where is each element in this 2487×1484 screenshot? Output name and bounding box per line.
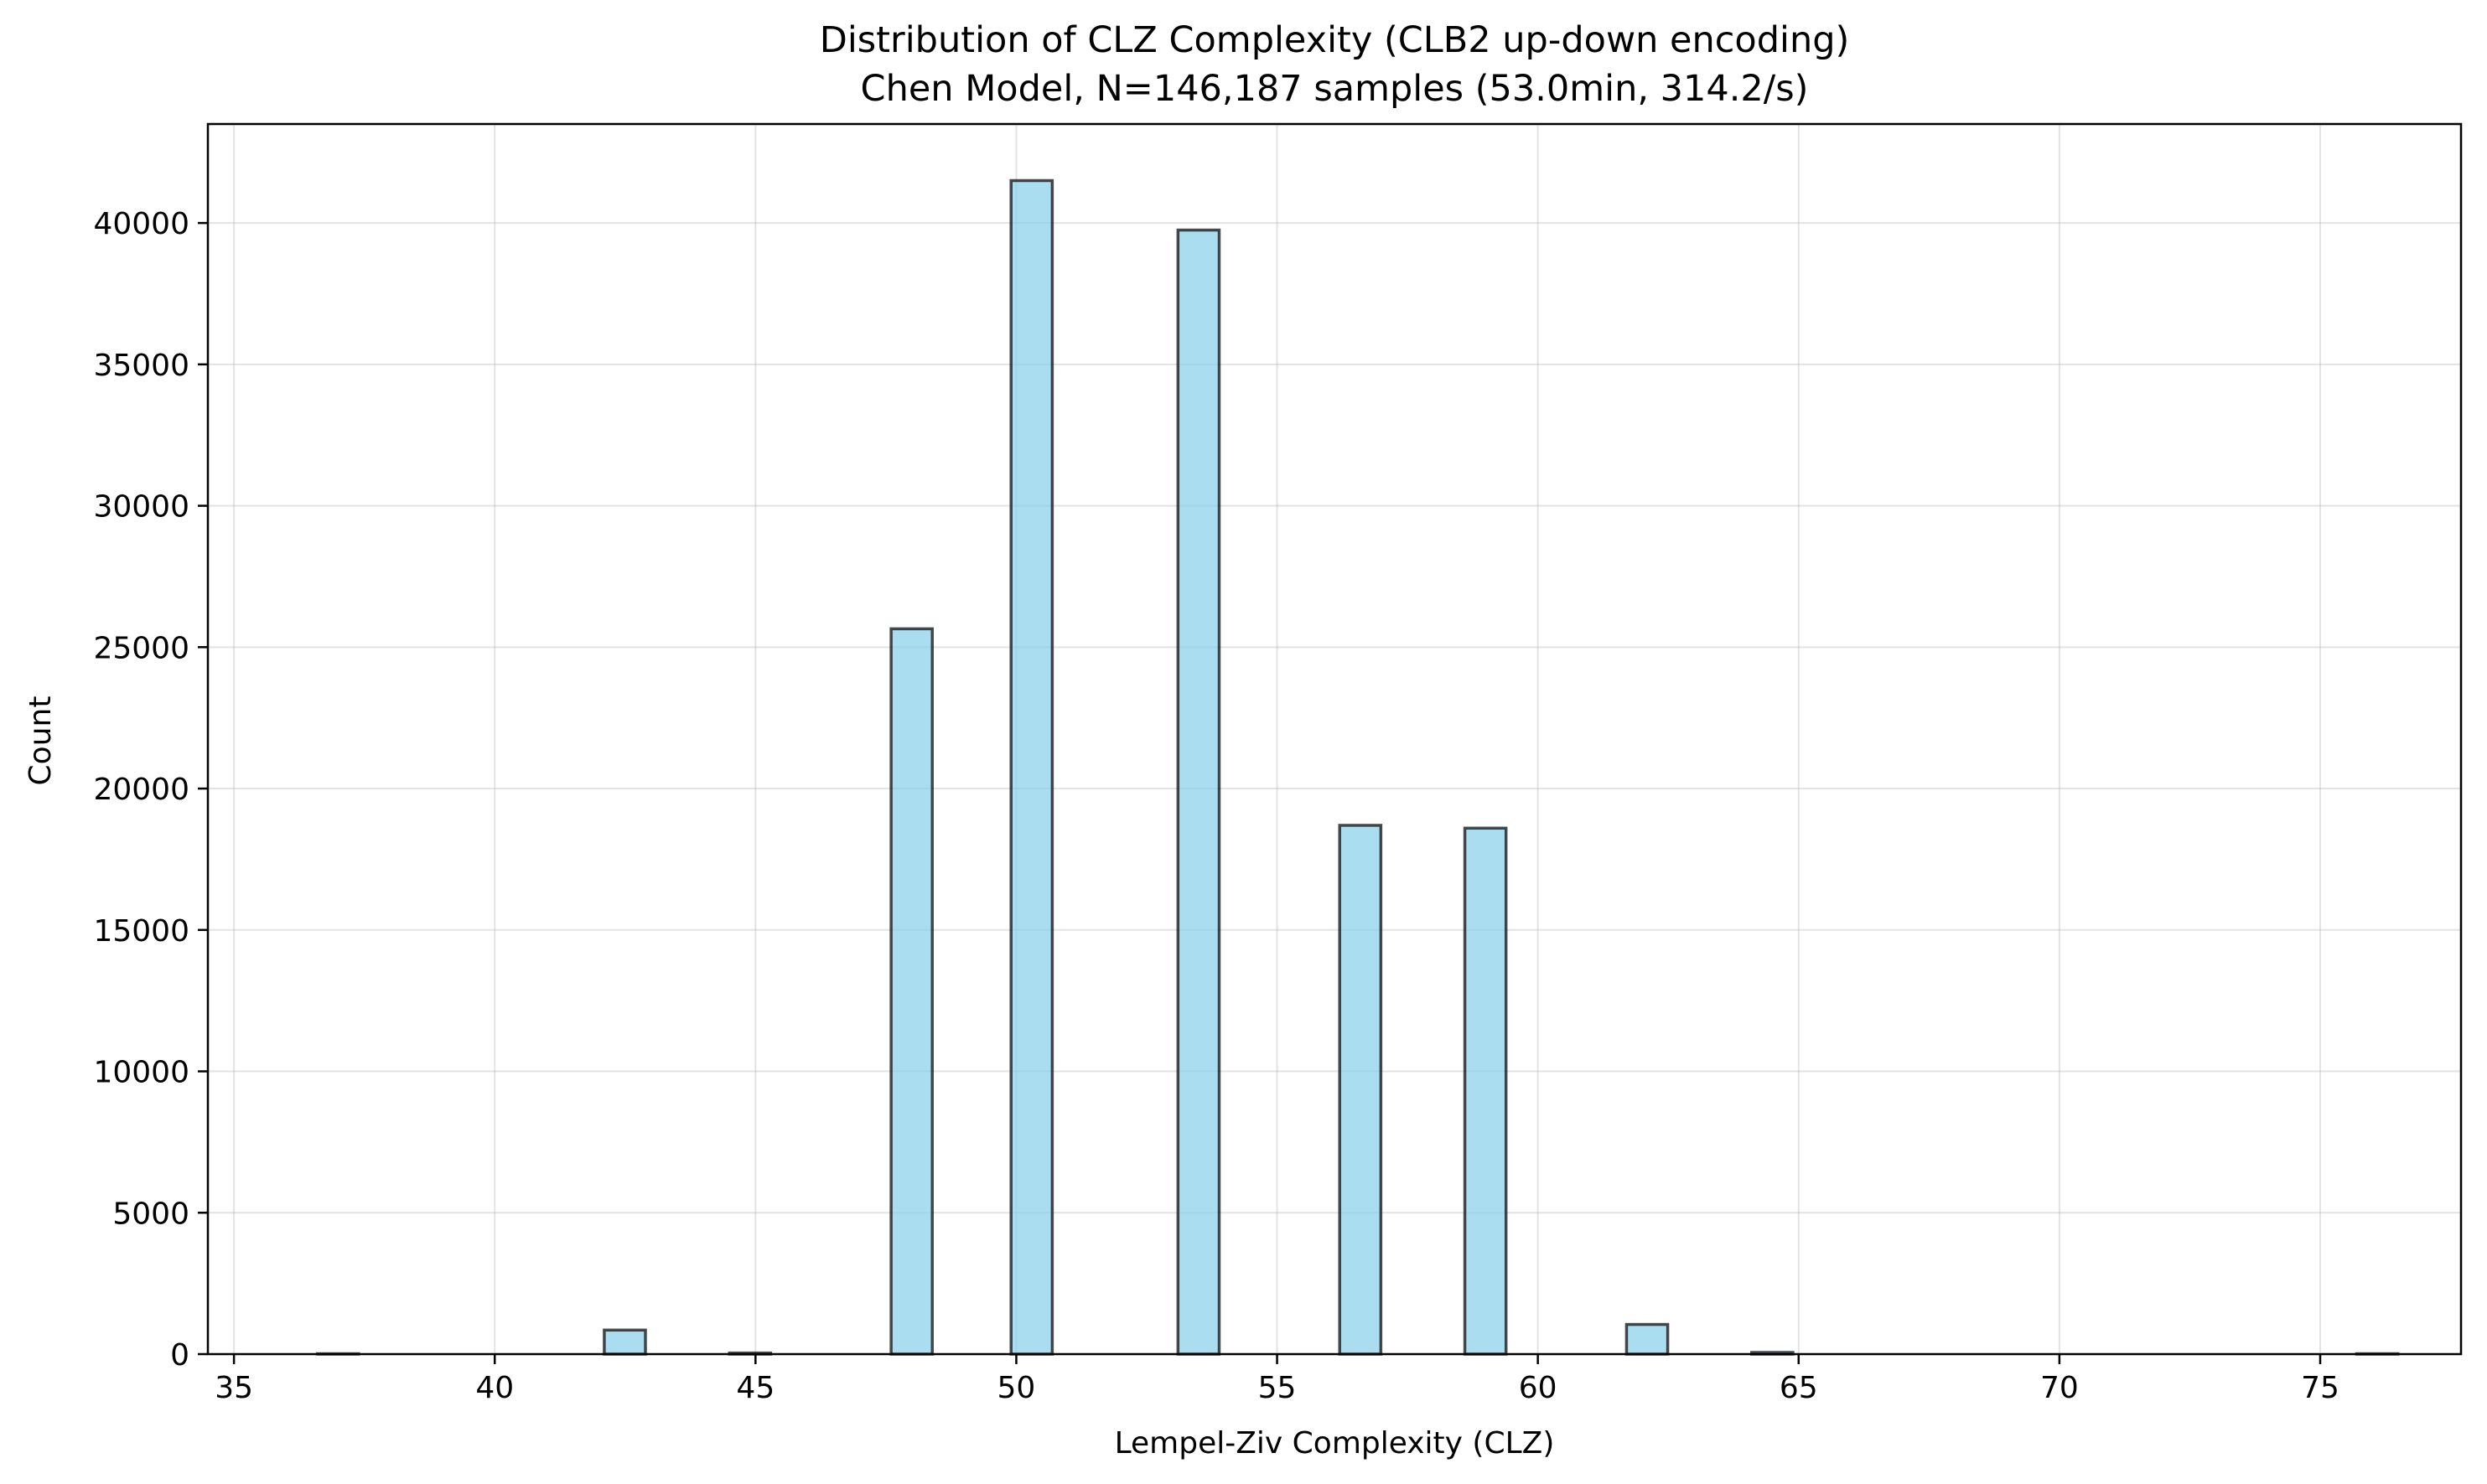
x-tick-label: 45 <box>736 1371 775 1405</box>
chart-subtitle: Chen Model, N=146,187 samples (53.0min, … <box>861 68 1809 110</box>
y-tick-label: 30000 <box>93 490 189 525</box>
y-tick-label: 15000 <box>93 914 189 949</box>
plot-frame <box>206 122 2463 1356</box>
x-tick-label: 40 <box>475 1371 514 1405</box>
x-tick-label: 35 <box>215 1371 253 1405</box>
histogram-bar <box>1176 228 1221 1356</box>
y-tick-label: 0 <box>170 1338 189 1373</box>
x-axis-label: Lempel-Ziv Complexity (CLZ) <box>1115 1426 1555 1461</box>
y-tick-label: 40000 <box>93 207 189 241</box>
histogram-bar <box>1009 178 1054 1356</box>
y-tick-label: 25000 <box>93 631 189 665</box>
x-tick-label: 70 <box>2040 1371 2079 1405</box>
grid-lines <box>208 124 2461 1355</box>
y-tick-label: 20000 <box>93 773 189 807</box>
histogram-bar <box>889 627 935 1356</box>
x-tick-label: 65 <box>1780 1371 1818 1405</box>
histogram-bar <box>1463 826 1508 1356</box>
x-tick-label: 55 <box>1258 1371 1297 1405</box>
x-axis-ticks: 35 40 45 50 55 60 65 70 75 <box>215 1354 2339 1405</box>
x-tick-label: 50 <box>997 1371 1036 1405</box>
histogram-bar <box>1338 824 1383 1356</box>
y-axis-ticks: 0 5000 10000 15000 20000 25000 30000 35000 40000 <box>93 207 208 1373</box>
y-tick-label: 5000 <box>112 1197 189 1231</box>
x-tick-label: 60 <box>1519 1371 1557 1405</box>
y-tick-label: 10000 <box>93 1056 189 1090</box>
histogram-bar <box>1624 1322 1670 1356</box>
chart-title: Distribution of CLZ Complexity (CLB2 up-… <box>820 19 1850 61</box>
bars <box>315 178 2400 1356</box>
y-axis-label: Count <box>23 696 58 786</box>
histogram-bar <box>603 1328 647 1356</box>
y-tick-label: 35000 <box>93 349 189 383</box>
x-tick-label: 75 <box>2301 1371 2339 1405</box>
